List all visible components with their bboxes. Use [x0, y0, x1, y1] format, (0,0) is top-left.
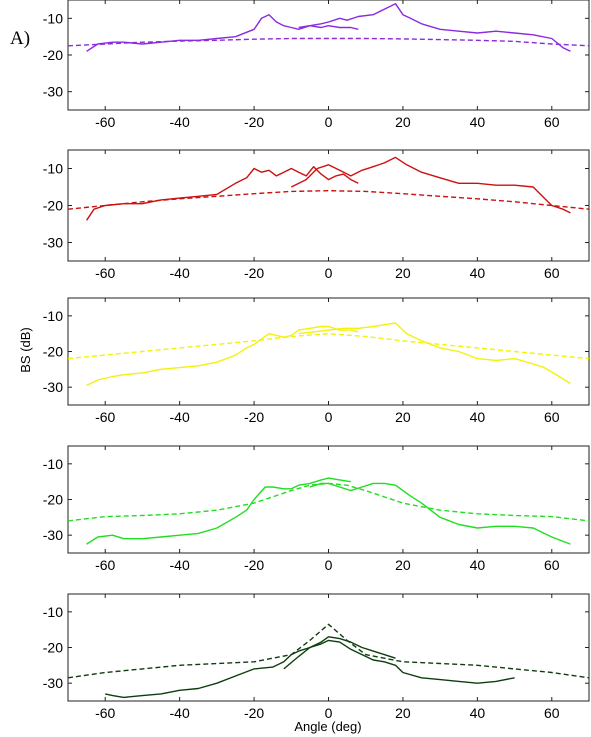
x-tick-label: 40 — [470, 705, 486, 721]
plot-frame — [67, 445, 590, 554]
x-tick-label: 0 — [325, 265, 333, 281]
x-tick-label: 40 — [470, 557, 486, 573]
x-tick-label: -20 — [244, 409, 264, 425]
y-tick-label: -10 — [43, 10, 63, 26]
y-tick-label: -20 — [43, 198, 63, 214]
x-tick-label: -20 — [244, 265, 264, 281]
x-tick-label: -40 — [170, 557, 190, 573]
chart-panel-4: -60 -40 -20 0 20 40 60 -10 -20 -30 — [43, 445, 590, 573]
y-tick-label: -10 — [43, 456, 63, 472]
x-tick-label: 20 — [395, 557, 411, 573]
y-tick-label: -20 — [43, 344, 63, 360]
x-tick-label: 20 — [395, 114, 411, 130]
x-tick-label: 60 — [544, 409, 560, 425]
x-tick-label: 60 — [544, 265, 560, 281]
x-tick-label: 0 — [325, 557, 333, 573]
x-tick-label: 60 — [544, 557, 560, 573]
x-tick-label: 20 — [395, 409, 411, 425]
measured-curve-1 — [86, 325, 359, 387]
x-tick-label: -60 — [95, 114, 115, 130]
y-tick-label: -30 — [43, 235, 63, 251]
x-tick-label: -40 — [170, 265, 190, 281]
x-tick-label: -20 — [244, 114, 264, 130]
y-tick-label: -30 — [43, 527, 63, 543]
y-tick-label: -10 — [43, 161, 63, 177]
y-tick-label: -30 — [43, 379, 63, 395]
model-curve-3 — [68, 482, 589, 522]
x-tick-label: 40 — [470, 114, 486, 130]
measured-curve-2 — [283, 636, 396, 670]
plot-frame — [67, 149, 590, 262]
measured-curve-1 — [86, 477, 351, 545]
model-curve-3 — [68, 623, 589, 679]
y-axis-label: BS (dB) — [18, 327, 33, 373]
chart-panel-3: -60 -40 -20 0 20 40 60 -10 -20 -30 — [43, 297, 590, 425]
x-tick-label: -40 — [170, 114, 190, 130]
x-tick-label: 20 — [395, 265, 411, 281]
x-tick-label: -40 — [170, 409, 190, 425]
y-tick-label: -20 — [43, 492, 63, 508]
x-tick-label: 0 — [325, 114, 333, 130]
y-tick-label: -20 — [43, 47, 63, 63]
plot-frame — [67, 0, 590, 111]
x-tick-label: 40 — [470, 265, 486, 281]
x-tick-label: 60 — [544, 114, 560, 130]
x-tick-label: -40 — [170, 705, 190, 721]
y-tick-label: -30 — [43, 675, 63, 691]
y-tick-label: -30 — [43, 84, 63, 100]
x-tick-label: -60 — [95, 705, 115, 721]
panel-letter: A) — [10, 28, 31, 49]
x-tick-label: 60 — [544, 705, 560, 721]
x-tick-label: -20 — [244, 705, 264, 721]
x-tick-label: 20 — [395, 705, 411, 721]
chart-panel-1: -60 -40 -20 0 20 40 60 -10 -20 -30 — [43, 0, 590, 130]
chart-panel-5: -60 -40 -20 0 20 40 60 -10 -20 -30 — [43, 593, 590, 721]
measured-curve-2 — [298, 3, 571, 52]
y-tick-label: -20 — [43, 640, 63, 656]
measured-curve-1 — [86, 13, 359, 52]
measured-curve-2 — [309, 482, 571, 545]
x-tick-label: -60 — [95, 409, 115, 425]
model-curve-3 — [68, 189, 589, 210]
measured-curve-1 — [105, 639, 515, 699]
x-tick-label: 0 — [325, 409, 333, 425]
chart-panel-2: -60 -40 -20 0 20 40 60 -10 -20 -30 — [43, 149, 590, 281]
x-tick-label: 40 — [470, 409, 486, 425]
measured-curve-2 — [298, 322, 571, 385]
model-curve-3 — [68, 333, 589, 360]
y-tick-label: -10 — [43, 308, 63, 324]
plot-frame — [67, 593, 590, 702]
x-tick-label: 0 — [325, 705, 333, 721]
measured-curve-1 — [86, 165, 359, 221]
x-axis-label: Angle (deg) — [294, 719, 361, 734]
x-tick-label: -60 — [95, 557, 115, 573]
x-tick-label: -60 — [95, 265, 115, 281]
measured-curve-2 — [290, 156, 571, 214]
y-tick-label: -10 — [43, 604, 63, 620]
x-tick-label: -20 — [244, 557, 264, 573]
model-curve-3 — [68, 37, 589, 47]
